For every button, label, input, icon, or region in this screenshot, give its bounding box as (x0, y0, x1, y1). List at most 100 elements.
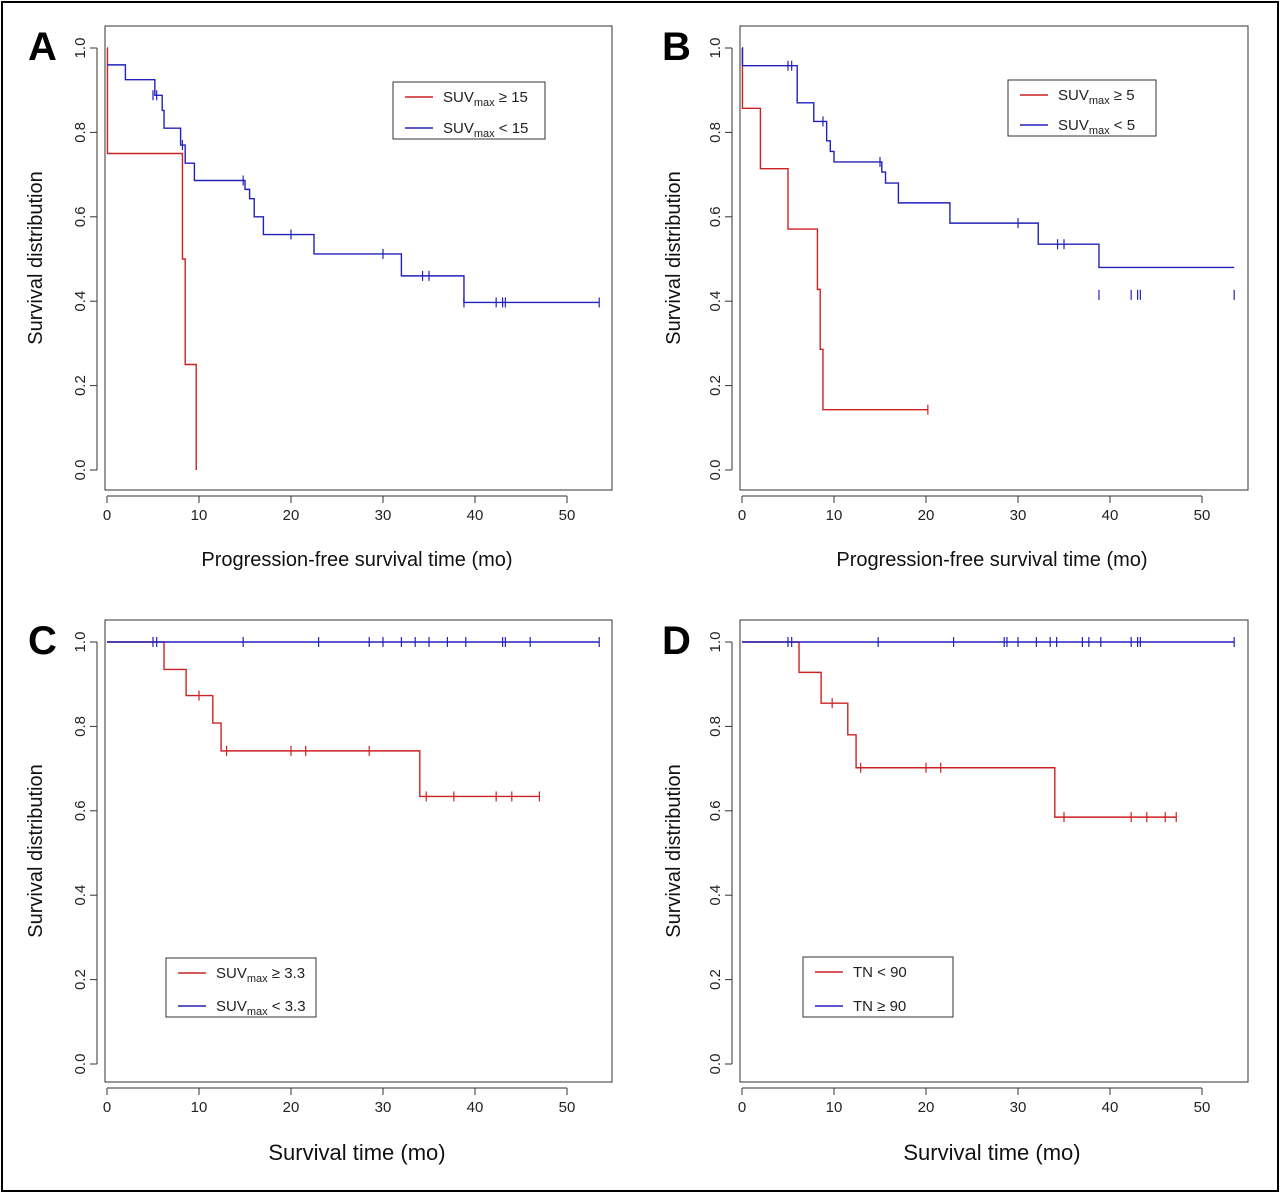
survival-curve (107, 64, 600, 304)
series-red (107, 641, 541, 802)
x-axis-label: Progression-free survival time (mo) (201, 549, 512, 571)
x-tick-label: 40 (467, 1099, 484, 1116)
panel-d: D 0 10 20 30 40 50 0.0 0.2 0.4 0.6 0.8 1.0 Survival t… (662, 619, 1249, 1165)
x-tick-label: 40 (467, 507, 484, 524)
x-tick-label: 0 (103, 1099, 111, 1116)
x-tick-label: 10 (826, 507, 843, 524)
x-tick-label: 50 (1194, 1099, 1211, 1116)
legend: SUVmax ≥ 5 SUVmax < 5 (1007, 79, 1157, 137)
x-tick-label: 50 (559, 1099, 576, 1116)
x-tick-label: 0 (738, 507, 746, 524)
legend-entry: SUVmax ≥ 15 (443, 89, 528, 109)
x-tick-label: 10 (191, 507, 208, 524)
y-tick-label: 0.0 (72, 1054, 89, 1075)
x-tick-label: 0 (738, 1099, 746, 1116)
legend: TN < 90 TN ≥ 90 (802, 956, 954, 1018)
y-tick-label: 0.2 (707, 375, 724, 396)
x-tick-label: 40 (1102, 1099, 1119, 1116)
y-tick-label: 0.6 (707, 206, 724, 227)
y-tick-label: 0.4 (72, 885, 89, 906)
series-blue (741, 47, 1235, 300)
y-tick-label: 1.0 (72, 632, 89, 653)
panel-letter: A (28, 25, 57, 69)
survival-curve (107, 641, 540, 798)
y-tick-label: 0.4 (707, 291, 724, 312)
legend-box (392, 81, 546, 140)
legend-entry: SUVmax ≥ 3.3 (216, 965, 305, 985)
plot-frame (739, 25, 1249, 491)
plot-frame (739, 619, 1249, 1083)
x-tick-label: 40 (1102, 507, 1119, 524)
x-tick-label: 0 (103, 507, 111, 524)
y-tick-label: 0.4 (72, 291, 89, 312)
x-tick-label: 20 (918, 507, 935, 524)
legend: SUVmax ≥ 3.3 SUVmax < 3.3 (165, 957, 317, 1018)
x-tick-label: 20 (283, 1099, 300, 1116)
x-tick-label: 30 (375, 507, 392, 524)
y-tick-label: 0.8 (72, 122, 89, 143)
x-axis-label: Survival time (mo) (268, 1140, 445, 1165)
series-blue (107, 637, 600, 647)
panel-letter: C (28, 619, 57, 663)
x-tick-label: 20 (918, 1099, 935, 1116)
x-tick-label: 10 (826, 1099, 843, 1116)
survival-curve (741, 47, 928, 411)
x-tick-label: 10 (191, 1099, 208, 1116)
series-red (742, 641, 1177, 823)
y-tick-label: 0.2 (707, 969, 724, 990)
series-red (741, 47, 929, 415)
panel-a: A 0 10 20 30 40 50 0.0 0.2 0.4 0.6 0.8 1.0 Progressio… (25, 25, 613, 571)
y-tick-label: 0.2 (72, 969, 89, 990)
y-axis-label: Survival distribution (25, 764, 47, 937)
x-axis-label: Progression-free survival time (mo) (836, 549, 1147, 571)
x-tick-label: 50 (1194, 507, 1211, 524)
series-blue (742, 637, 1235, 647)
y-tick-label: 0.0 (707, 1054, 724, 1075)
y-tick-label: 0.0 (707, 460, 724, 481)
x-tick-label: 50 (559, 507, 576, 524)
y-tick-label: 0.8 (72, 716, 89, 737)
y-tick-label: 1.0 (72, 38, 89, 59)
x-tick-label: 30 (1010, 507, 1027, 524)
legend: SUVmax ≥ 15 SUVmax < 15 (392, 81, 546, 140)
legend-entry: SUVmax ≥ 5 (1058, 87, 1135, 107)
x-axis-label: Survival time (mo) (903, 1140, 1080, 1165)
legend-entry: TN ≥ 90 (853, 998, 906, 1015)
y-tick-label: 0.4 (707, 885, 724, 906)
panel-letter: B (662, 25, 691, 69)
y-tick-label: 0.8 (707, 122, 724, 143)
y-tick-label: 0.2 (72, 375, 89, 396)
y-tick-label: 0.0 (72, 460, 89, 481)
plot-frame (104, 25, 613, 491)
y-tick-label: 1.0 (707, 632, 724, 653)
legend-box (1007, 79, 1157, 137)
legend-box (165, 957, 317, 1018)
panel-letter: D (662, 619, 691, 663)
y-tick-label: 1.0 (707, 38, 724, 59)
y-axis-label: Survival distribution (663, 171, 685, 344)
survival-curve (741, 47, 1235, 269)
survival-curve (742, 641, 1177, 818)
legend-entry: SUVmax < 3.3 (216, 998, 306, 1018)
y-tick-label: 0.6 (707, 800, 724, 821)
panel-b: B 0 10 20 30 40 50 0.0 0.2 0.4 0.6 0.8 1.0 Progressio… (662, 25, 1249, 571)
y-tick-label: 0.8 (707, 716, 724, 737)
plot-frame (104, 619, 613, 1083)
legend-entry: SUVmax < 5 (1058, 117, 1135, 137)
legend-box (802, 956, 954, 1018)
series-blue (107, 64, 600, 308)
y-axis-label: Survival distribution (25, 171, 47, 344)
panel-c: C 0 10 20 30 40 50 0.0 0.2 0.4 0.6 0.8 1.0 Survival t… (25, 619, 613, 1165)
y-axis-label: Survival distribution (663, 764, 685, 937)
x-tick-label: 30 (375, 1099, 392, 1116)
y-tick-label: 0.6 (72, 206, 89, 227)
y-tick-label: 0.6 (72, 800, 89, 821)
x-tick-label: 30 (1010, 1099, 1027, 1116)
x-tick-label: 20 (283, 507, 300, 524)
legend-entry: TN < 90 (853, 964, 907, 981)
legend-entry: SUVmax < 15 (443, 120, 528, 140)
survival-curve (106, 47, 197, 470)
series-red (106, 47, 197, 470)
